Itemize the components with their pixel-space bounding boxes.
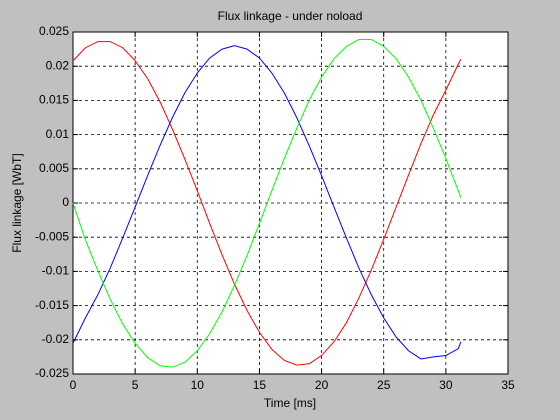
series-line bbox=[72, 41, 462, 366]
series-line bbox=[72, 45, 462, 360]
x-tick-label: 30 bbox=[439, 378, 453, 392]
y-tick-label: -0.005 bbox=[35, 229, 69, 243]
x-tick-label: 0 bbox=[70, 378, 77, 392]
y-tick-label: 0.01 bbox=[46, 127, 70, 141]
x-tick-label: 10 bbox=[191, 378, 205, 392]
x-tick-label: 25 bbox=[377, 378, 391, 392]
y-tick-label: 0 bbox=[62, 195, 69, 209]
y-tick-label: -0.02 bbox=[42, 332, 70, 346]
x-tick-label: 15 bbox=[253, 378, 267, 392]
series-line bbox=[72, 39, 462, 368]
y-tick-label: 0.015 bbox=[39, 93, 69, 107]
y-tick-label: 0.02 bbox=[46, 58, 70, 72]
x-tick-label: 20 bbox=[315, 378, 329, 392]
x-axis-label: Time [ms] bbox=[264, 396, 316, 410]
y-tick-label: -0.015 bbox=[35, 298, 69, 312]
x-tick-label: 35 bbox=[501, 378, 515, 392]
x-tick-label: 5 bbox=[132, 378, 139, 392]
y-axis-label: Flux linkage [WbT] bbox=[10, 153, 24, 252]
y-tick-label: -0.01 bbox=[42, 264, 70, 278]
chart-title: Flux linkage - under noload bbox=[218, 9, 363, 23]
y-tick-label: 0.005 bbox=[39, 161, 69, 175]
y-tick-label: 0.025 bbox=[39, 24, 69, 38]
y-tick-label: -0.025 bbox=[35, 366, 69, 380]
